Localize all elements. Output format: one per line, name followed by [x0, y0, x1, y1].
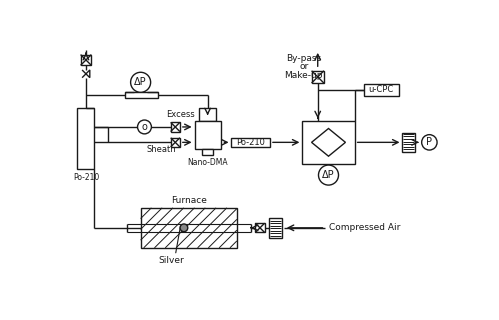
Bar: [171, 122, 180, 132]
Bar: [364, 84, 399, 96]
Bar: [77, 108, 94, 169]
Circle shape: [138, 120, 151, 134]
Bar: [125, 92, 158, 99]
Circle shape: [180, 224, 188, 232]
Text: Excess: Excess: [166, 110, 195, 119]
Bar: [141, 208, 237, 248]
Text: Silver: Silver: [159, 256, 184, 265]
Text: Compressed Air: Compressed Air: [329, 223, 401, 232]
Bar: [195, 121, 222, 148]
Text: By-pass: By-pass: [286, 54, 321, 63]
Text: o: o: [142, 122, 147, 132]
Text: Nano-DMA: Nano-DMA: [187, 158, 228, 167]
Text: Po-210: Po-210: [73, 173, 99, 182]
Bar: [202, 148, 213, 155]
Bar: [302, 121, 355, 164]
Text: u-CPC: u-CPC: [369, 85, 394, 94]
Text: Po-210: Po-210: [237, 138, 265, 147]
Bar: [402, 133, 415, 152]
Circle shape: [131, 72, 151, 92]
Circle shape: [422, 135, 437, 150]
Bar: [255, 223, 264, 232]
Bar: [199, 108, 216, 121]
Text: Sheath: Sheath: [146, 145, 176, 155]
Bar: [171, 138, 180, 147]
Bar: [311, 71, 324, 83]
Bar: [80, 55, 91, 65]
Text: P: P: [426, 137, 432, 147]
Text: or: or: [299, 62, 308, 71]
Circle shape: [318, 165, 338, 185]
Bar: [269, 218, 281, 238]
Text: Furnace: Furnace: [171, 196, 207, 205]
Text: ΔP: ΔP: [322, 170, 335, 180]
Bar: [232, 138, 270, 147]
Text: Make-up: Make-up: [284, 71, 323, 80]
Text: ΔP: ΔP: [134, 77, 147, 87]
